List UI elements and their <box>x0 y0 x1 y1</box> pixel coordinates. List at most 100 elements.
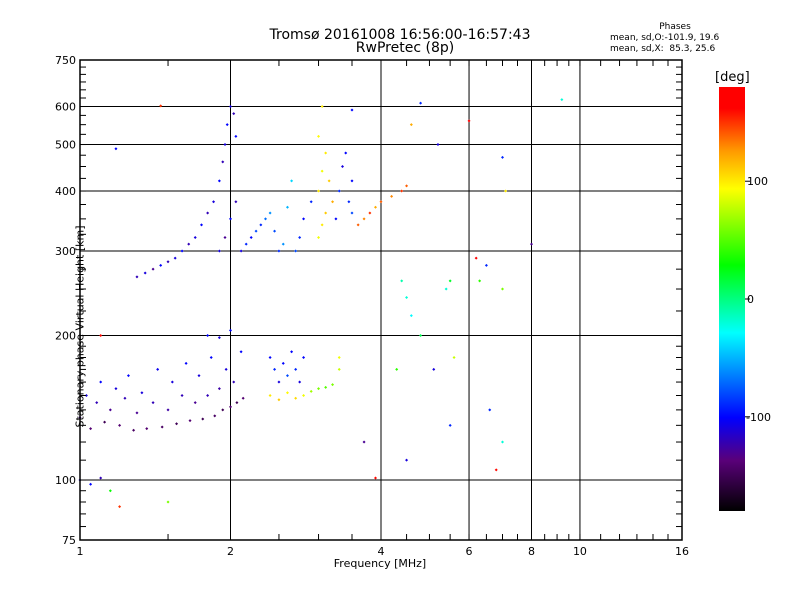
x-tick-label: 10 <box>573 545 587 558</box>
data-point <box>362 217 366 221</box>
data-point <box>89 427 93 431</box>
data-point <box>302 394 306 398</box>
data-point <box>118 423 122 427</box>
data-point <box>108 408 112 412</box>
data-point <box>337 189 341 193</box>
data-point <box>206 394 210 398</box>
data-point <box>159 263 163 267</box>
data-point <box>229 105 232 109</box>
data-point <box>494 468 498 472</box>
data-point <box>225 123 229 127</box>
data-point <box>501 287 505 291</box>
data-point <box>259 223 263 227</box>
data-point <box>324 211 328 215</box>
data-point <box>264 217 268 221</box>
data-point <box>217 336 221 340</box>
data-point <box>95 401 99 405</box>
data-point <box>170 380 174 384</box>
data-point <box>118 505 122 509</box>
data-point <box>234 134 238 138</box>
data-point <box>166 408 170 412</box>
data-point <box>405 458 409 462</box>
data-point <box>84 394 88 398</box>
data-point <box>478 279 482 283</box>
data-point <box>268 355 272 359</box>
colorbar-tick-label: -100 <box>746 411 771 424</box>
data-point <box>217 249 221 253</box>
data-point <box>193 236 197 240</box>
data-point <box>324 151 328 155</box>
data-point <box>160 425 164 429</box>
data-point <box>327 179 331 183</box>
data-point <box>213 414 217 418</box>
data-point <box>488 408 492 412</box>
data-point <box>166 500 170 504</box>
data-point <box>145 427 149 431</box>
data-point <box>197 374 201 378</box>
x-axis-label: Frequency [MHz] <box>333 557 427 570</box>
data-point <box>223 143 227 147</box>
data-point <box>302 355 306 359</box>
data-point <box>223 236 227 240</box>
data-point <box>273 229 277 233</box>
data-point <box>180 249 184 253</box>
y-tick-label: 500 <box>55 139 76 152</box>
data-point <box>193 401 197 405</box>
data-point <box>419 101 423 105</box>
data-point <box>374 205 378 209</box>
data-point <box>400 279 404 283</box>
data-point <box>108 489 112 493</box>
data-point <box>298 380 302 384</box>
y-tick-label: 100 <box>55 474 76 487</box>
data-point <box>159 104 163 108</box>
data-point <box>132 428 136 432</box>
data-point <box>347 200 351 204</box>
data-point <box>317 236 321 240</box>
data-point <box>221 160 225 164</box>
data-point <box>432 367 436 371</box>
data-point <box>201 417 205 421</box>
data-point <box>249 236 253 240</box>
data-point <box>530 242 533 246</box>
data-point <box>405 296 409 300</box>
data-point <box>390 194 394 198</box>
data-point <box>99 476 103 480</box>
data-point <box>294 367 298 371</box>
data-point <box>244 242 248 246</box>
data-point <box>379 200 383 204</box>
data-point <box>337 355 341 359</box>
data-point <box>206 211 210 215</box>
x-tick-label: 16 <box>675 545 689 558</box>
data-point <box>268 211 272 215</box>
data-point <box>175 422 179 426</box>
data-point <box>99 334 103 338</box>
data-point <box>135 275 139 279</box>
data-point <box>187 242 191 246</box>
data-point <box>467 119 471 123</box>
data-point <box>232 380 236 384</box>
data-point <box>277 380 281 384</box>
data-point <box>320 105 324 109</box>
data-point <box>409 314 413 318</box>
colorbar-tick-label: 100 <box>747 175 768 188</box>
data-point <box>395 367 399 371</box>
data-point <box>123 396 127 400</box>
data-point <box>409 123 413 127</box>
data-point <box>331 383 335 387</box>
data-point <box>173 256 177 260</box>
data-point <box>209 355 213 359</box>
data-point <box>334 217 338 221</box>
data-point <box>298 236 302 240</box>
data-point <box>206 334 210 338</box>
data-point <box>448 279 452 283</box>
x-tick-label: 8 <box>528 545 535 558</box>
chart-subtitle: RwPretec (8p) <box>355 40 455 56</box>
data-point <box>285 205 289 209</box>
data-point <box>273 367 277 371</box>
data-point <box>452 355 456 359</box>
data-point <box>290 350 294 354</box>
y-tick-label: 75 <box>62 534 76 547</box>
phase-stats-o: mean, sd,O:-101.9, 19.6 <box>610 33 720 43</box>
data-point <box>474 256 478 260</box>
data-point <box>356 223 360 227</box>
